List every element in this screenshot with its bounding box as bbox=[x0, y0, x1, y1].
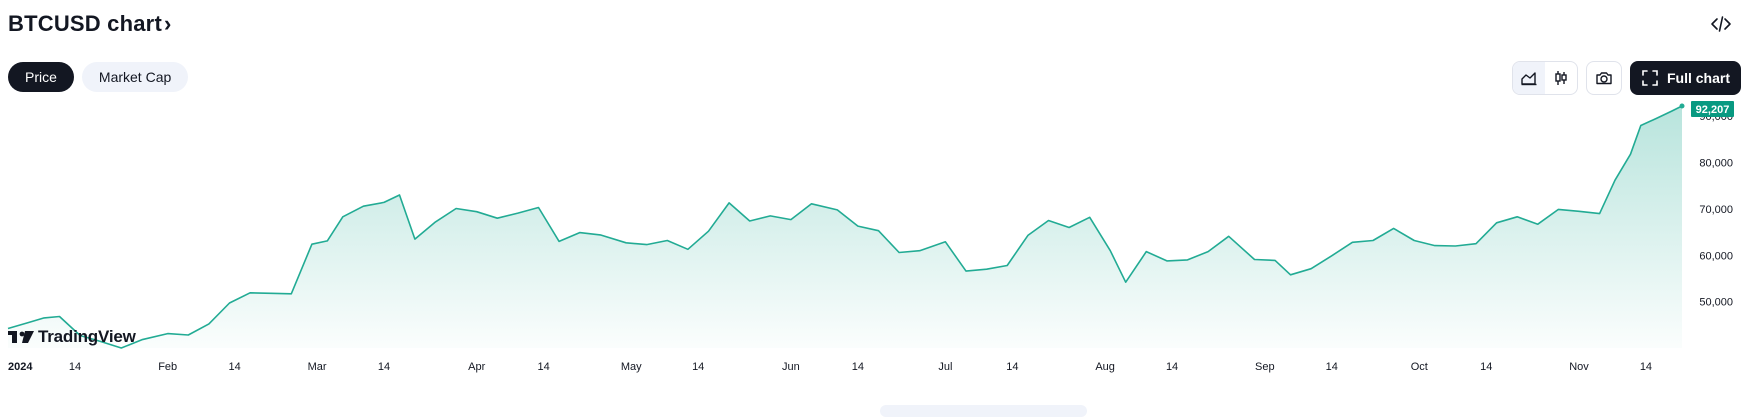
area-chart-button[interactable] bbox=[1513, 62, 1545, 94]
tradingview-wordmark: TradingView bbox=[38, 327, 136, 346]
camera-icon bbox=[1596, 72, 1612, 85]
code-embed-icon[interactable] bbox=[1709, 12, 1733, 36]
x-tick-label: Apr bbox=[468, 361, 485, 373]
x-tick-label: Sep bbox=[1255, 361, 1275, 373]
x-tick-label: 14 bbox=[1326, 361, 1338, 373]
candlestick-icon bbox=[1555, 71, 1567, 85]
last-price-badge bbox=[1691, 101, 1734, 117]
page-title[interactable]: BTCUSD chart bbox=[8, 11, 162, 36]
x-tick-label: Oct bbox=[1411, 361, 1428, 373]
tradingview-logo: TradingView bbox=[8, 327, 136, 347]
x-tick-label: Mar bbox=[308, 361, 327, 373]
x-tick-label: Jul bbox=[938, 361, 952, 373]
x-tick-label: 14 bbox=[1480, 361, 1492, 373]
price-area-fill bbox=[8, 106, 1682, 348]
tab-market-cap[interactable]: Market Cap bbox=[81, 62, 189, 92]
x-tick-label: Aug bbox=[1095, 361, 1115, 373]
x-tick-label: 14 bbox=[538, 361, 550, 373]
x-tick-label: 14 bbox=[1166, 361, 1178, 373]
area-chart-icon bbox=[1521, 72, 1537, 86]
chevron-right-icon[interactable]: › bbox=[163, 11, 172, 36]
price-series-line bbox=[7, 105, 1683, 349]
x-tick-label: 14 bbox=[229, 361, 241, 373]
title-row: BTCUSD chart › bbox=[8, 6, 171, 42]
tab-price[interactable]: Price bbox=[8, 62, 74, 92]
fullscreen-icon bbox=[1642, 70, 1658, 86]
x-tick-label: 14 bbox=[1006, 361, 1018, 373]
chart-style-toggle bbox=[1512, 61, 1578, 95]
full-chart-label: Full chart bbox=[1666, 70, 1730, 86]
x-tick-label: 14 bbox=[692, 361, 704, 373]
x-tick-label: Jun bbox=[782, 361, 800, 373]
candlestick-button[interactable] bbox=[1545, 62, 1577, 94]
y-tick-label: 50,000 bbox=[1699, 297, 1733, 309]
last-price-label: 92,207 bbox=[1696, 104, 1730, 116]
y-tick-label: 80,000 bbox=[1699, 158, 1733, 170]
x-tick-label: 14 bbox=[852, 361, 864, 373]
x-tick-label: 14 bbox=[69, 361, 81, 373]
x-tick-label: 2024 bbox=[8, 361, 33, 373]
x-tick-label: 14 bbox=[1640, 361, 1652, 373]
last-price-point bbox=[1679, 103, 1685, 109]
y-tick-label: 70,000 bbox=[1699, 204, 1733, 216]
tradingview-logo-icon bbox=[8, 331, 34, 343]
x-tick-label: 14 bbox=[378, 361, 390, 373]
screenshot-button[interactable] bbox=[1586, 61, 1622, 95]
full-chart-button[interactable]: Full chart bbox=[1630, 61, 1741, 95]
tab-bar: Price Market Cap bbox=[8, 62, 189, 92]
x-tick-label: May bbox=[621, 361, 642, 373]
x-tick-label: Nov bbox=[1569, 361, 1589, 373]
x-tick-label: Feb bbox=[158, 361, 177, 373]
y-tick-label: 60,000 bbox=[1699, 250, 1733, 262]
chart-scroll-handle[interactable] bbox=[880, 405, 1087, 417]
